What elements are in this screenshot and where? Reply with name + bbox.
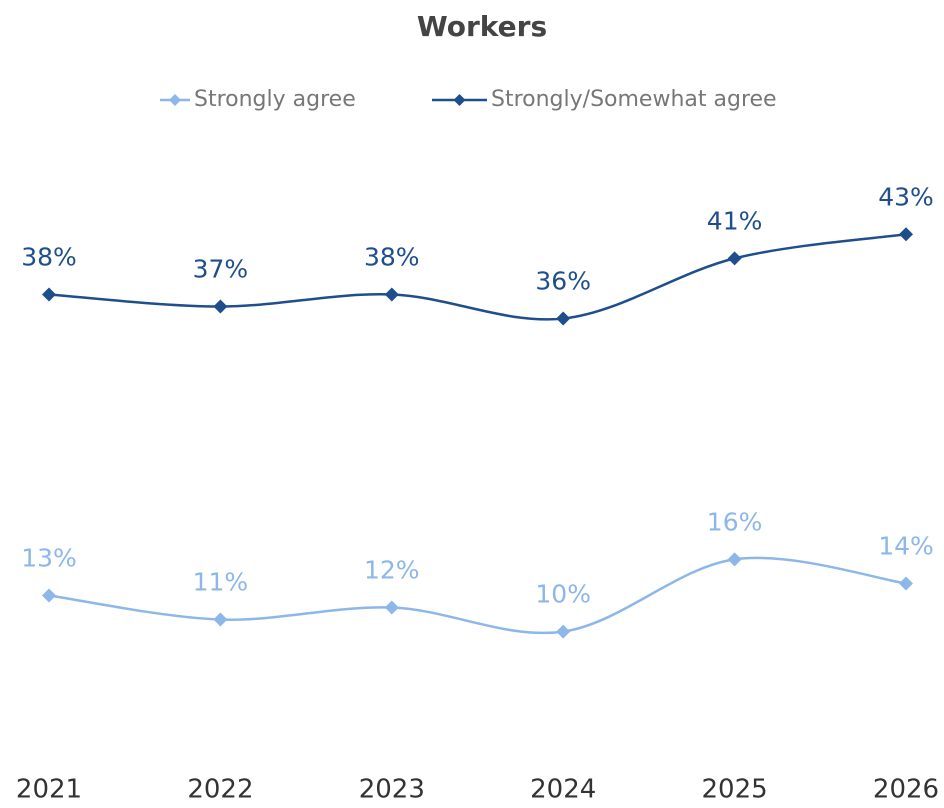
point-marker	[899, 576, 913, 591]
data-label: 16%	[707, 507, 763, 536]
point-marker	[384, 600, 399, 615]
chart-title: Workers	[417, 10, 547, 43]
data-label: 10%	[535, 580, 591, 609]
series-line	[48, 233, 907, 321]
point-marker	[556, 624, 571, 639]
data-label: 38%	[21, 242, 77, 271]
data-label: 36%	[535, 267, 591, 296]
point-marker	[899, 227, 913, 242]
x-tick-label: 2026	[873, 775, 939, 805]
point-marker	[42, 588, 56, 603]
data-label: 14%	[878, 531, 934, 560]
series-line	[48, 556, 907, 635]
point-marker	[384, 287, 399, 302]
point-marker	[213, 299, 228, 314]
data-label: 12%	[364, 556, 420, 585]
point-marker	[727, 251, 742, 266]
x-tick-label: 2024	[530, 775, 596, 805]
x-tick-label: 2023	[359, 775, 425, 805]
data-label: 38%	[364, 242, 420, 271]
legend-marker	[453, 94, 466, 106]
legend-label: Strongly/Somewhat agree	[491, 87, 777, 112]
data-label: 43%	[878, 182, 934, 211]
x-tick-label: 2025	[702, 775, 768, 805]
point-marker	[42, 287, 56, 302]
x-tick-label: 2021	[16, 775, 82, 805]
legend-label: Strongly agree	[194, 87, 356, 112]
data-label: 41%	[707, 206, 763, 235]
data-label: 11%	[193, 568, 249, 597]
data-label: 37%	[193, 255, 249, 284]
x-tick-label: 2022	[187, 775, 253, 805]
legend-marker	[169, 94, 181, 106]
point-marker	[556, 311, 571, 326]
data-label: 13%	[21, 543, 77, 572]
point-marker	[727, 552, 742, 567]
point-marker	[213, 612, 228, 627]
